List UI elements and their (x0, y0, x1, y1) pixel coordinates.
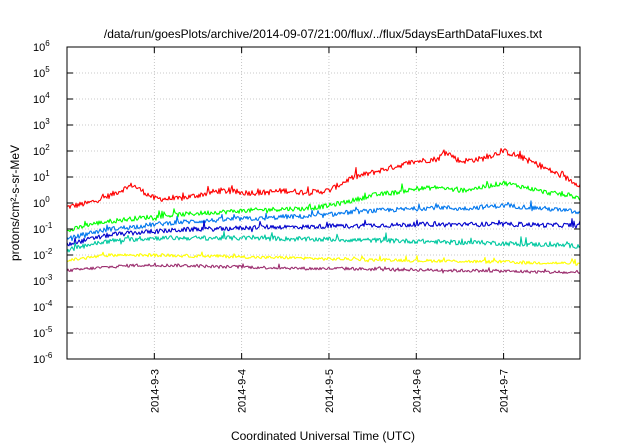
y-tick-label: 100 (33, 195, 50, 210)
flux-series-line (66, 262, 581, 275)
flux-series-line (66, 218, 581, 247)
x-axis-label: Coordinated Universal Time (UTC) (231, 429, 415, 443)
y-tick-label: 10-4 (33, 299, 53, 314)
axis-ticks: 106 105 104 103 102 101 100 10-1 10-2 10-3 10-4 10-… (33, 39, 580, 413)
y-tick-label: 105 (33, 65, 50, 80)
x-tick-label: 2014-9-6 (411, 369, 423, 413)
x-tick-label: 2014-9-3 (149, 369, 161, 413)
flux-series-line (66, 200, 581, 242)
y-tick-label: 103 (33, 117, 50, 132)
y-tick-label: 10-6 (33, 351, 53, 366)
y-tick-label: 10-2 (33, 247, 53, 262)
chart-title: /data/run/goesPlots/archive/2014-09-07/2… (104, 27, 543, 41)
flux-series-line (66, 251, 581, 266)
flux-series-line (66, 230, 581, 253)
y-tick-label: 101 (33, 169, 50, 184)
y-tick-label: 106 (33, 39, 50, 54)
y-tick-label: 102 (33, 143, 50, 158)
x-tick-label: 2014-9-5 (324, 369, 336, 413)
y-tick-label: 10-5 (33, 325, 53, 340)
x-tick-label: 2014-9-7 (499, 369, 511, 413)
grid-lines (67, 47, 580, 359)
y-axis-label: protons/cm²-s-sr-MeV (8, 145, 22, 261)
y-tick-label: 104 (33, 91, 50, 106)
y-tick-label: 10-3 (33, 273, 53, 288)
series-layer (66, 148, 581, 275)
flux-series-line (66, 148, 581, 209)
flux-series-line (66, 180, 581, 233)
y-tick-label: 10-1 (33, 221, 53, 236)
x-tick-label: 2014-9-4 (237, 369, 249, 413)
